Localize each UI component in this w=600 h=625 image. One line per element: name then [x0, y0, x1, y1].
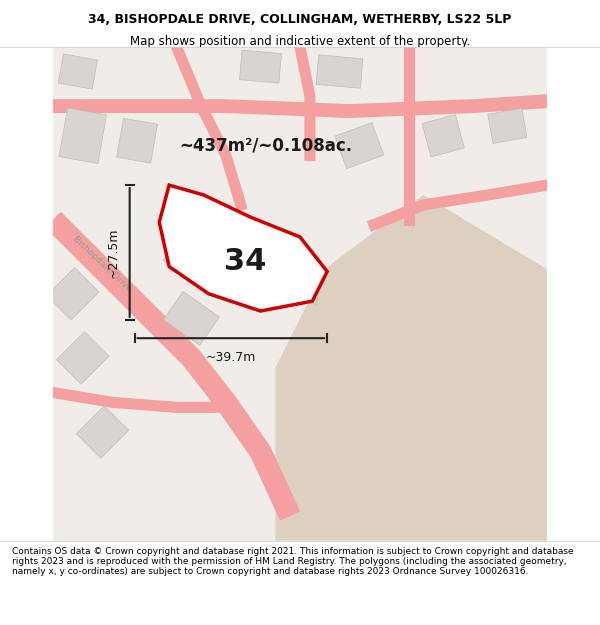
Text: ~39.7m: ~39.7m [206, 351, 256, 364]
Text: 34, BISHOPDALE DRIVE, COLLINGHAM, WETHERBY, LS22 5LP: 34, BISHOPDALE DRIVE, COLLINGHAM, WETHER… [88, 13, 512, 26]
Text: Contains OS data © Crown copyright and database right 2021. This information is : Contains OS data © Crown copyright and d… [12, 546, 574, 576]
Bar [278, 263, 322, 304]
Polygon shape [275, 195, 547, 541]
Polygon shape [159, 185, 327, 311]
Bar [56, 332, 109, 384]
Bar [116, 118, 158, 163]
Bar [163, 232, 220, 286]
Bar [316, 55, 363, 88]
Bar [488, 108, 527, 144]
Text: Bishopdale Drive: Bishopdale Drive [71, 234, 134, 294]
Bar [76, 406, 128, 458]
Text: 34: 34 [224, 247, 267, 276]
Bar [59, 108, 106, 164]
Text: ~437m²/~0.108ac.: ~437m²/~0.108ac. [179, 137, 352, 154]
Bar [239, 50, 281, 83]
Bar [422, 114, 464, 157]
Text: ~27.5m: ~27.5m [107, 228, 120, 278]
Bar [58, 54, 97, 89]
Bar [47, 268, 99, 320]
Bar [163, 291, 220, 346]
Text: Map shows position and indicative extent of the property.: Map shows position and indicative extent… [130, 35, 470, 48]
Bar [335, 122, 384, 169]
